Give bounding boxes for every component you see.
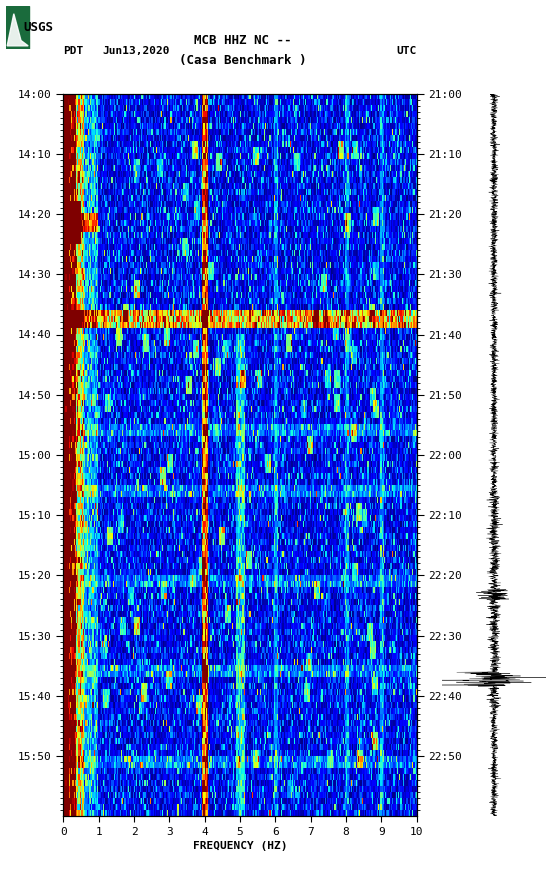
- Text: MCB HHZ NC --: MCB HHZ NC --: [194, 34, 291, 46]
- Bar: [6, 6, 29, 49]
- Text: UTC: UTC: [396, 45, 417, 56]
- Text: Jun13,2020: Jun13,2020: [102, 45, 169, 56]
- X-axis label: FREQUENCY (HZ): FREQUENCY (HZ): [193, 841, 288, 851]
- Polygon shape: [7, 13, 28, 45]
- Text: PDT: PDT: [63, 45, 84, 56]
- Text: (Casa Benchmark ): (Casa Benchmark ): [179, 54, 306, 67]
- Text: USGS: USGS: [24, 21, 54, 34]
